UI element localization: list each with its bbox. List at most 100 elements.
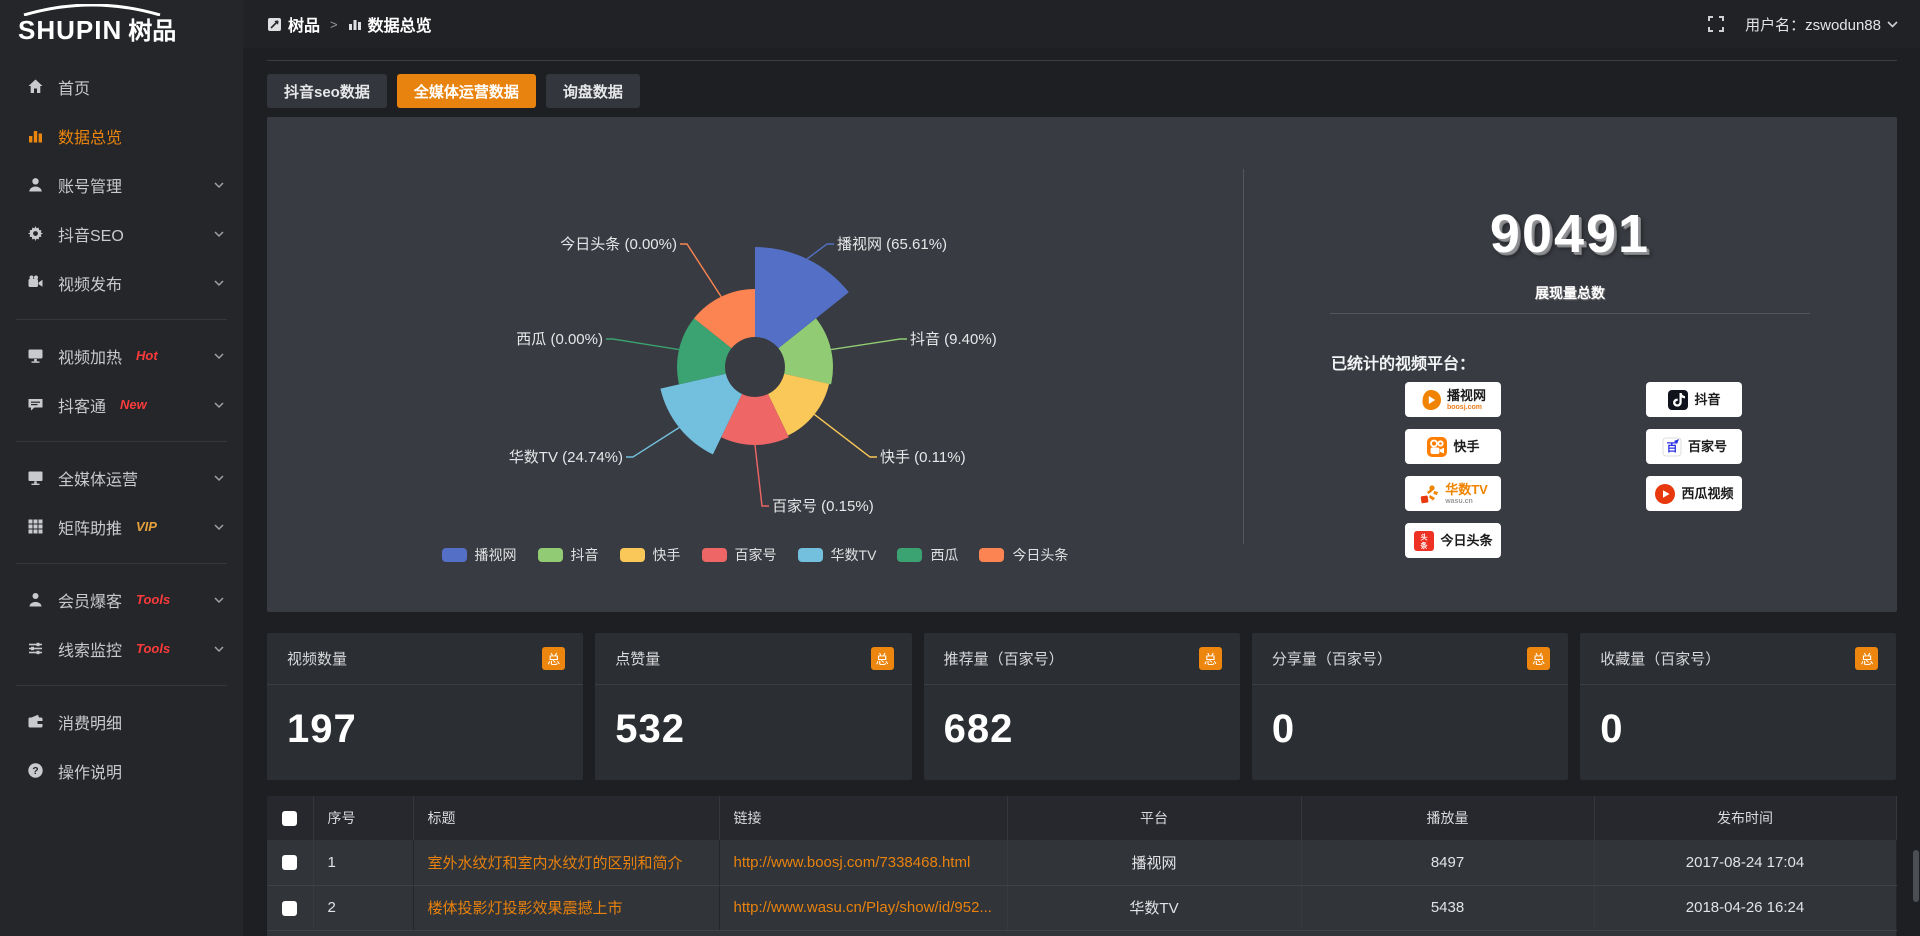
chart-panel: 播视网 (65.61%) 抖音 (9.40%) 快手 (0.11%) 百家号 (0.1… <box>267 117 1897 612</box>
pie-slice-今日头条[interactable] <box>694 289 755 349</box>
cell-title-link[interactable]: 楼体投影灯投影效果震撼上市 <box>413 885 719 931</box>
row-checkbox[interactable] <box>282 900 298 916</box>
scrollbar[interactable] <box>1912 48 1920 936</box>
video-table: 序号 标题 链接 平台 播放量 发布时间 1 室外水纹灯和室内水纹灯的区别和简介 http:/… <box>267 796 1897 936</box>
pie-slice-播视网[interactable] <box>755 247 849 349</box>
sidebar-item-矩阵助推[interactable]: 矩阵助推 VIP <box>0 502 243 551</box>
sidebar-item-首页[interactable]: 首页 <box>0 62 243 111</box>
cell-no: 1 <box>313 840 413 886</box>
kuaishou-logo-icon <box>1426 436 1448 458</box>
sidebar-item-账号管理[interactable]: 账号管理 <box>0 160 243 209</box>
sidebar-badge: Tools <box>136 592 171 607</box>
breadcrumb-current[interactable]: 数据总览 <box>348 12 432 36</box>
pie-slice-华数TV[interactable] <box>660 373 742 455</box>
table-row: 2 楼体投影灯投影效果震撼上市 http://www.wasu.cn/Play/sh… <box>267 885 1896 931</box>
pie-label-line-西瓜 <box>606 338 680 351</box>
sidebar-item-视频加热[interactable]: 视频加热 Hot <box>0 331 243 380</box>
table-header-平台: 平台 <box>1007 796 1302 840</box>
scrollbar-thumb[interactable] <box>1913 850 1919 902</box>
cell-plays: 5438 <box>1301 885 1594 931</box>
sidebar-item-抖音SEO[interactable]: 抖音SEO <box>0 209 243 258</box>
stat-card-label: 推荐量（百家号） <box>943 651 1064 668</box>
select-all-checkbox-cell <box>267 796 314 840</box>
legend-label: 快手 <box>652 547 681 563</box>
chevron-down-icon <box>213 179 225 191</box>
cell-url-link[interactable]: http://www.boosj.com/7338468.html <box>719 840 1007 886</box>
stat-card-value: 532 <box>615 707 686 751</box>
sidebar-item-消费明细[interactable]: 消费明细 <box>0 697 243 746</box>
total-badge: 总 <box>542 647 566 670</box>
legend-item-快手[interactable]: 快手 <box>619 545 681 565</box>
legend-label: 西瓜 <box>930 547 959 563</box>
stat-card-label: 点赞量 <box>615 651 661 668</box>
row-checkbox[interactable] <box>282 855 298 871</box>
pie-slice-快手[interactable] <box>768 373 830 436</box>
breadcrumb: 树品 > 数据总览 <box>267 12 432 36</box>
sidebar-item-全媒体运营[interactable]: 全媒体运营 <box>0 453 243 502</box>
pie-label-百家号: 百家号 (0.15%) <box>772 498 874 515</box>
xigua-logo-icon <box>1654 483 1676 505</box>
table-header-链接: 链接 <box>719 796 1008 840</box>
platform-logo-播视网: 播视网 boosj.com <box>1405 382 1501 417</box>
legend-item-今日头条[interactable]: 今日头条 <box>979 545 1068 565</box>
user-menu[interactable]: 用户名：zswodun88 <box>1745 14 1898 35</box>
platforms-label: 已统计的视频平台： <box>1331 356 1476 373</box>
douyin-logo-icon <box>1667 389 1689 411</box>
sidebar-item-数据总览[interactable]: 数据总览 <box>0 111 243 160</box>
pie-slice-西瓜[interactable] <box>677 318 732 385</box>
row-checkbox-cell <box>267 885 313 931</box>
pie-slice-百家号[interactable] <box>721 394 789 446</box>
sidebar-item-视频发布[interactable]: 视频发布 <box>0 258 243 307</box>
table-header-发布时间: 发布时间 <box>1594 796 1897 840</box>
legend-item-抖音[interactable]: 抖音 <box>537 545 599 565</box>
pie-label-line-播视网 <box>806 243 834 260</box>
sidebar: 首页 数据总览 账号管理 抖音SEO 视频发布 视频加热 Hot 抖客通 New 全媒体运营 矩阵助… <box>0 48 243 936</box>
stat-card-label: 收藏量（百家号） <box>1600 651 1721 668</box>
sidebar-item-线索监控[interactable]: 线索监控 Tools <box>0 624 243 673</box>
legend-item-华数TV[interactable]: 华数TV <box>797 545 876 565</box>
platform-sub: boosj.com <box>1446 403 1482 411</box>
stat-card-value: 0 <box>1271 707 1296 751</box>
legend-swatch <box>897 548 923 562</box>
tab-询盘数据[interactable]: 询盘数据 <box>545 74 640 108</box>
tab-全媒体运营数据[interactable]: 全媒体运营数据 <box>396 74 536 108</box>
wallet-icon <box>27 713 44 730</box>
username-label: 用户名：zswodun88 <box>1745 16 1881 34</box>
pie-slice-抖音[interactable] <box>778 318 833 385</box>
legend-item-播视网[interactable]: 播视网 <box>441 545 517 565</box>
pie-label-华数TV: 华数TV (24.74%) <box>509 449 623 466</box>
pie-label-line-华数TV <box>626 426 680 458</box>
legend-item-百家号[interactable]: 百家号 <box>701 545 777 565</box>
breadcrumb-root[interactable]: 树品 <box>267 12 320 36</box>
table-header-序号: 序号 <box>313 796 414 840</box>
table-header-播放量: 播放量 <box>1301 796 1595 840</box>
sidebar-item-会员爆客[interactable]: 会员爆客 Tools <box>0 575 243 624</box>
select-all-checkbox[interactable] <box>282 811 298 827</box>
total-badge: 总 <box>1855 647 1879 670</box>
sidebar-item-操作说明[interactable]: ? 操作说明 <box>0 746 243 795</box>
stat-card-收藏量（百家号）: 收藏量（百家号） 总 0 <box>1580 633 1897 780</box>
sidebar-item-label: 账号管理 <box>58 178 123 196</box>
fullscreen-icon[interactable] <box>1707 15 1725 33</box>
cell-url-link[interactable]: http://www.wasu.cn/Play/show/id/952... <box>719 885 1007 931</box>
table-header-row: 序号 标题 链接 平台 播放量 发布时间 <box>267 796 1897 840</box>
legend-item-西瓜[interactable]: 西瓜 <box>897 545 958 565</box>
legend-label: 抖音 <box>570 547 599 563</box>
video-table-wrap: 序号 标题 链接 平台 播放量 发布时间 1 室外水纹灯和室内水纹灯的区别和简介 http:/… <box>267 796 1897 936</box>
baijiahao-logo-icon: 百 <box>1661 436 1683 458</box>
tab-抖音seo数据[interactable]: 抖音seo数据 <box>267 74 387 108</box>
panel-vertical-divider <box>1243 169 1244 544</box>
total-impressions-label: 展现量总数 <box>1535 285 1605 301</box>
chat-icon <box>27 396 44 413</box>
legend-swatch <box>701 548 727 562</box>
rose-pie-chart: 播视网 (65.61%) 抖音 (9.40%) 快手 (0.11%) 百家号 (0.1… <box>509 236 997 515</box>
member-icon <box>27 591 44 608</box>
legend-swatch <box>441 548 467 562</box>
partial-row-cell <box>267 930 1896 936</box>
pie-label-line-抖音 <box>830 338 907 351</box>
cell-title-link[interactable]: 室外水纹灯和室内水纹灯的区别和简介 <box>413 840 719 886</box>
sidebar-item-label: 矩阵助推 <box>58 520 123 538</box>
screen-icon <box>27 347 44 364</box>
sidebar-item-抖客通[interactable]: 抖客通 New <box>0 380 243 429</box>
sliders-icon <box>27 640 44 657</box>
